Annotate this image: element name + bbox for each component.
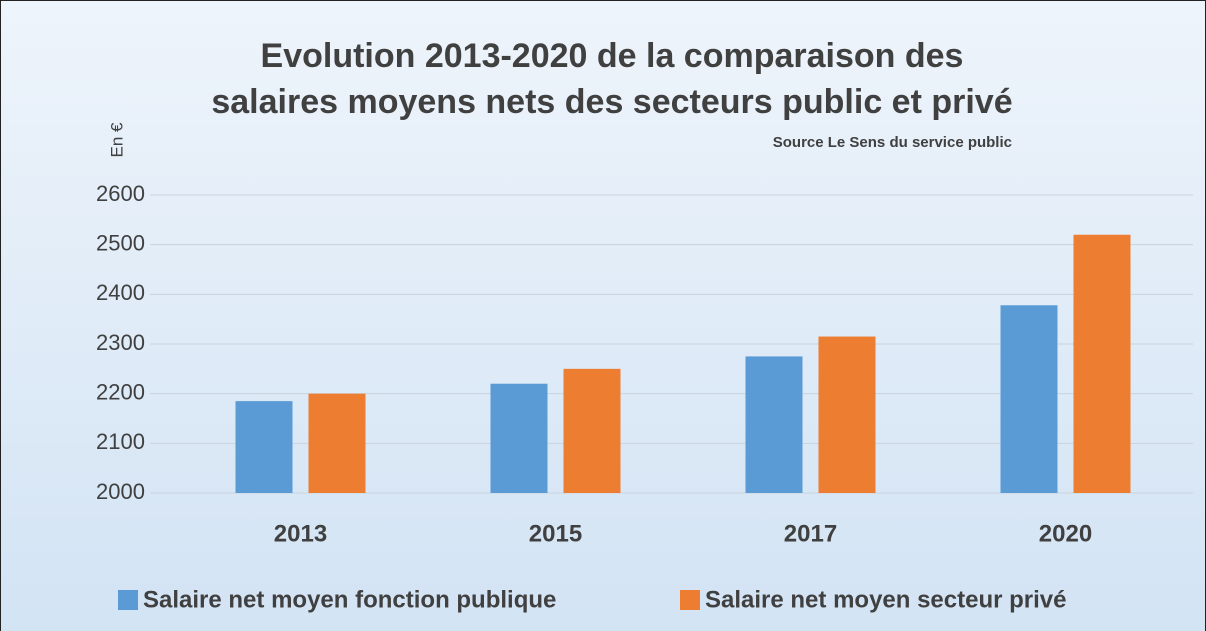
bar — [308, 393, 366, 493]
y-tick-label: 2100 — [96, 429, 145, 454]
bar — [235, 401, 293, 493]
x-tick-label: 2017 — [784, 520, 837, 547]
legend-swatch — [118, 590, 138, 610]
chart-title: Evolution 2013-2020 de la comparaison de… — [261, 37, 964, 75]
legend-label: Salaire net moyen fonction publique — [143, 586, 556, 613]
bar — [563, 368, 621, 493]
x-tick-label: 2015 — [529, 520, 582, 547]
y-tick-label: 2500 — [96, 230, 145, 255]
y-tick-label: 2300 — [96, 330, 145, 355]
chart-title: salaires moyens nets des secteurs public… — [211, 83, 1012, 121]
legend-label: Salaire net moyen secteur privé — [705, 586, 1067, 613]
y-tick-label: 2400 — [96, 280, 145, 305]
y-tick-label: 2600 — [96, 181, 145, 206]
y-tick-label: 2200 — [96, 379, 145, 404]
legend-swatch — [680, 590, 700, 610]
bar — [818, 336, 876, 493]
x-tick-label: 2013 — [274, 520, 327, 547]
bar — [1000, 305, 1058, 493]
y-tick-label: 2000 — [96, 479, 145, 504]
bar — [1073, 234, 1131, 493]
y-axis-label: En € — [107, 122, 126, 158]
bar — [490, 383, 548, 493]
x-tick-label: 2020 — [1039, 520, 1092, 547]
bar — [745, 356, 803, 493]
chart-subtitle: Source Le Sens du service public — [773, 134, 1012, 151]
